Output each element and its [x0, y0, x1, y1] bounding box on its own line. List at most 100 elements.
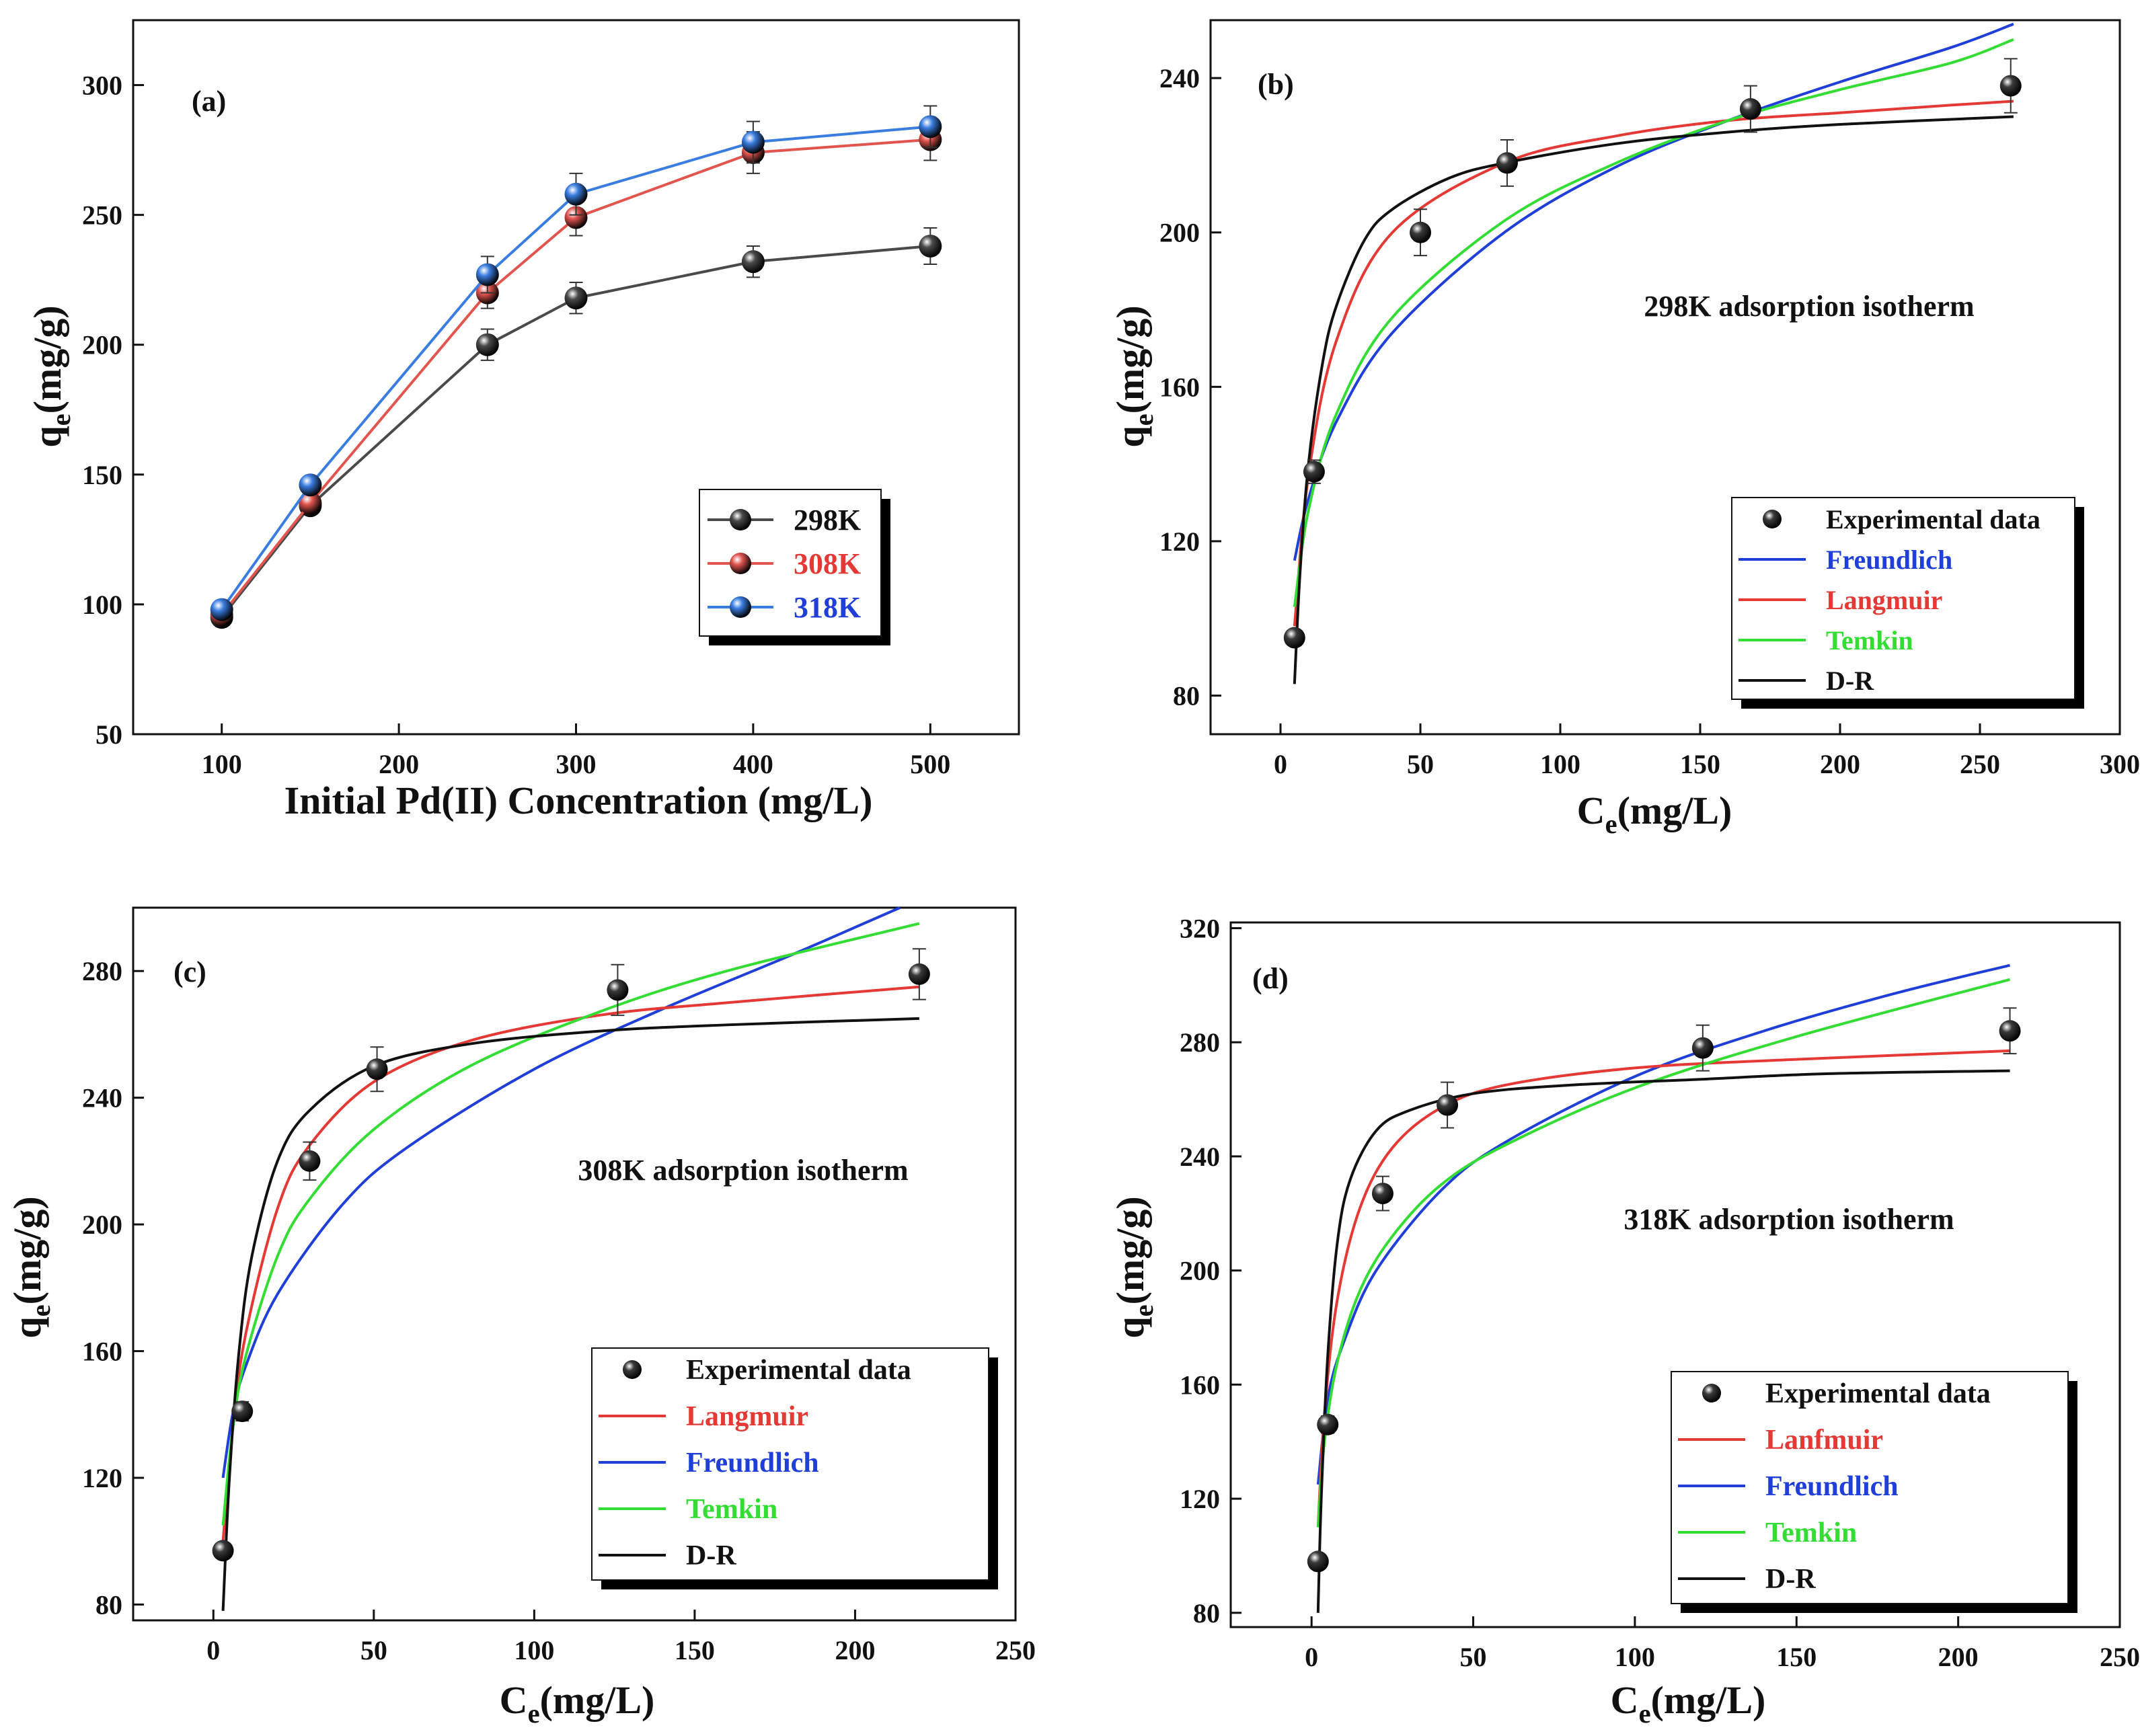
- x-tick-label: 300: [556, 749, 597, 779]
- experimental-point: [1283, 627, 1305, 649]
- x-tick-label: 100: [1540, 749, 1580, 779]
- experimental-point: [1999, 75, 2022, 97]
- x-axis-label-unit: (mg/L): [1617, 789, 1732, 832]
- y-tick-label: 250: [82, 200, 122, 231]
- x-tick-label: 250: [995, 1635, 1036, 1665]
- legend-label: Lanfmuir: [1765, 1425, 1883, 1456]
- x-axis-label-sub: e: [1605, 809, 1617, 839]
- data-point-318K: [919, 115, 942, 139]
- x-axis-label-main: C: [500, 1678, 528, 1722]
- chart-panel-a: 100 200 300 400 500 50 100 150 200 250 300 (a) Initi…: [26, 19, 1020, 822]
- data-point-308K: [299, 491, 322, 515]
- data-point-298K: [919, 234, 942, 258]
- legend-label: Langmuir: [1826, 585, 1942, 615]
- y-axis-label-sub: e: [26, 1304, 56, 1316]
- x-tick-label: 250: [2100, 1642, 2140, 1672]
- legend-label: Freundlich: [1765, 1471, 1899, 1502]
- fit-curve-D-R: [1316, 1069, 2010, 1613]
- legend-label: D-R: [686, 1540, 736, 1571]
- x-tick-label: 300: [2100, 749, 2140, 779]
- x-tick-label: 200: [1820, 749, 1860, 779]
- x-tick-label: 200: [1938, 1642, 1979, 1672]
- legend-label: Freundlich: [1826, 545, 1952, 575]
- x-tick-label: 200: [835, 1635, 875, 1665]
- y-axis-label: qe(mg/g): [26, 305, 76, 447]
- x-axis-label-sub: e: [528, 1698, 540, 1729]
- fit-curve-Temkin: [1293, 38, 2014, 607]
- x-tick-label: 150: [1776, 1642, 1817, 1672]
- fit-curve-Temkin: [221, 922, 920, 1526]
- experimental-point: [1410, 221, 1431, 243]
- y-tick-label: 240: [1159, 63, 1200, 93]
- panel-label: (b): [1258, 68, 1294, 101]
- y-tick-label: 80: [1193, 1598, 1220, 1628]
- panel-label: (c): [174, 955, 206, 988]
- plot-frame: [1209, 19, 2121, 736]
- fit-curve-Freundlich: [221, 906, 901, 1478]
- experimental-point: [1999, 1020, 2021, 1042]
- x-axis-label-unit: (mg/L): [540, 1678, 655, 1722]
- y-tick-label: 80: [1173, 681, 1200, 711]
- y-tick-label: 120: [82, 1463, 122, 1493]
- legend-label: Experimental data: [686, 1355, 911, 1386]
- experimental-point: [1496, 152, 1518, 174]
- y-axis-label-unit: (mg/g): [1108, 1196, 1152, 1304]
- x-tick-label: 50: [1460, 1642, 1487, 1672]
- y-tick-label: 50: [95, 719, 122, 750]
- x-axis-label-unit: (mg/L): [1651, 1678, 1766, 1722]
- y-tick-label: 160: [82, 1337, 122, 1367]
- fit-curve-Langmuir: [1316, 1049, 2010, 1528]
- x-tick-label: 0: [1305, 1642, 1318, 1672]
- legend-marker: [623, 1360, 642, 1379]
- y-tick-label: 80: [95, 1589, 122, 1620]
- series-line-298K: [221, 244, 931, 619]
- y-tick-label: 160: [1159, 372, 1200, 402]
- experimental-point: [231, 1400, 254, 1423]
- x-tick-label: 50: [360, 1635, 387, 1665]
- experimental-point: [908, 963, 930, 985]
- x-axis-label: Ce(mg/L): [1577, 789, 1732, 839]
- legend-box: [1671, 1371, 2069, 1604]
- fit-curve-Langmuir: [221, 985, 920, 1542]
- panel-label: (a): [192, 85, 226, 118]
- experimental-point: [1691, 1037, 1714, 1059]
- x-tick-label: 50: [1407, 749, 1434, 779]
- legend-label-298K: 298K: [794, 504, 861, 537]
- legend-label: Experimental data: [1765, 1378, 1991, 1409]
- y-axis-label-sub: e: [1129, 413, 1159, 426]
- y-tick-label: 160: [1180, 1370, 1220, 1400]
- y-axis-label-main: q: [1108, 1316, 1152, 1338]
- experimental-point: [1437, 1094, 1459, 1116]
- data-point-318K: [741, 130, 765, 154]
- plot-frame: [132, 906, 1017, 1622]
- experimental-point: [299, 1150, 321, 1172]
- y-tick-label: 200: [1159, 218, 1200, 248]
- data-point-318K: [210, 598, 233, 621]
- panel-label: (d): [1252, 962, 1289, 995]
- data-point-308K: [564, 206, 588, 229]
- data-point-298K: [475, 333, 499, 356]
- x-tick-label: 100: [1615, 1642, 1655, 1672]
- experimental-point: [1307, 1550, 1329, 1573]
- experimental-point: [607, 979, 629, 1001]
- x-axis-label: Ce(mg/L): [500, 1678, 655, 1729]
- isotherm-annotation: 308K adsorption isotherm: [578, 1154, 908, 1187]
- y-axis-label-sub: e: [1129, 1304, 1159, 1316]
- x-tick-label: 200: [379, 749, 419, 779]
- y-tick-label: 320: [1180, 913, 1220, 943]
- y-axis-label-main: q: [26, 426, 69, 447]
- y-tick-label: 120: [1180, 1484, 1220, 1514]
- y-tick-label: 280: [82, 956, 122, 986]
- legend-marker: [730, 596, 751, 618]
- y-tick-label: 200: [82, 330, 122, 360]
- legend-label: Langmuir: [686, 1401, 808, 1432]
- legend-label: Experimental data: [1826, 504, 2040, 535]
- x-tick-label: 250: [1960, 749, 2000, 779]
- y-axis-label: qe(mg/g): [1108, 1196, 1159, 1338]
- y-tick-label: 300: [82, 71, 122, 101]
- y-axis-label: qe(mg/g): [5, 1196, 56, 1338]
- legend-label-318K: 318K: [794, 591, 861, 624]
- legend-label: D-R: [1765, 1564, 1816, 1595]
- legend-label: Temkin: [686, 1494, 777, 1525]
